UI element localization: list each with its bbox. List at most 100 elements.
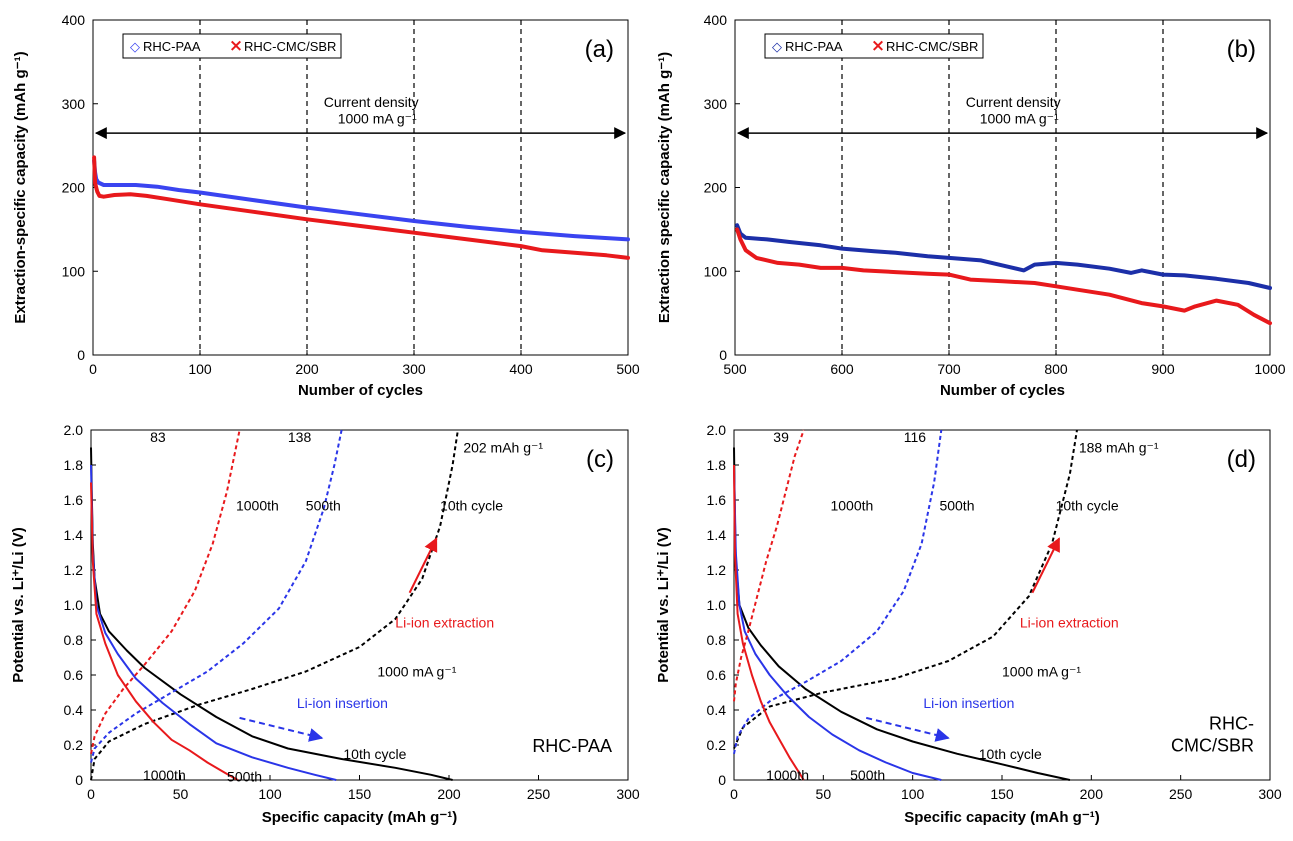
curve-annotation: 1000th <box>830 497 873 513</box>
legend-diamond-icon: ◇ <box>130 40 140 55</box>
x-tick-label: 0 <box>87 786 95 802</box>
curve-annotation: 500th <box>850 767 885 783</box>
y-tick-label: 400 <box>704 12 728 28</box>
x-tick-label: 250 <box>1169 786 1193 802</box>
curve-annotation: 1000 mA g⁻¹ <box>1002 664 1081 680</box>
curve-annotation: 202 mAh g⁻¹ <box>463 440 543 456</box>
sample-label: CMC/SBR <box>1171 735 1254 755</box>
x-tick-label: 200 <box>437 786 461 802</box>
series-line-rhc-paa <box>92 158 630 242</box>
y-tick-label: 0.8 <box>64 632 84 648</box>
x-axis-title: Specific capacity (mAh g⁻¹) <box>262 809 457 826</box>
legend-box <box>122 33 342 59</box>
plot-frame <box>733 429 1271 781</box>
y-tick-label: 0.6 <box>64 667 84 683</box>
y-tick-label: 0.8 <box>707 632 727 648</box>
legend-label: RHC-CMC/SBR <box>886 39 978 54</box>
y-tick-label: 1.8 <box>64 457 84 473</box>
y-tick-label: 1.2 <box>64 562 84 578</box>
y-tick-label: 300 <box>704 96 728 112</box>
curve-annotation: 39 <box>773 429 789 445</box>
y-tick-label: 0 <box>75 772 83 788</box>
y-tick-label: 400 <box>62 12 86 28</box>
legend-label: RHC-PAA <box>785 39 843 54</box>
y-tick-label: 0.4 <box>707 702 727 718</box>
curve-annotation: 10th cycle <box>343 746 406 762</box>
curve-annotation: 1000th <box>143 767 186 783</box>
x-tick-label: 100 <box>901 786 925 802</box>
curve-annotation: 10th cycle <box>979 746 1042 762</box>
y-tick-label: 2.0 <box>707 422 727 438</box>
x-tick-label: 100 <box>258 786 282 802</box>
y-tick-label: 100 <box>62 263 86 279</box>
y-tick-label: 2.0 <box>64 422 84 438</box>
curve-1000th-insertion <box>90 482 239 781</box>
y-tick-label: 1.0 <box>64 597 84 613</box>
curve-1000th-extraction <box>733 429 805 702</box>
y-tick-label: 0.4 <box>64 702 84 718</box>
y-tick-label: 0.2 <box>707 737 727 753</box>
x-tick-label: 300 <box>402 361 426 377</box>
y-tick-label: 200 <box>704 180 728 196</box>
panel-a: 0 100 200 300 400 500 0 100 200 300 400 Number of c… <box>12 12 640 399</box>
y-tick-label: 1.8 <box>707 457 727 473</box>
y-tick-label: 100 <box>704 263 728 279</box>
curve-annotation: 1000th <box>766 767 809 783</box>
y-tick-label: 300 <box>62 96 86 112</box>
extraction-arrow <box>1031 537 1061 594</box>
legend-box <box>764 33 984 59</box>
sample-label: RHC-PAA <box>532 736 612 756</box>
curve-annotation: 1000 mA g⁻¹ <box>377 664 456 680</box>
x-tick-label: 400 <box>509 361 533 377</box>
curve-1000th-extraction <box>90 429 241 755</box>
x-tick-label: 50 <box>816 786 832 802</box>
curve-annotation: 500th <box>306 497 341 513</box>
y-axis-title: Extraction-specific capacity (mAh g⁻¹) <box>12 51 29 323</box>
curve-annotation: 10th cycle <box>1056 497 1119 513</box>
y-tick-label: 1.2 <box>707 562 727 578</box>
insertion-arrow <box>239 716 324 742</box>
x-tick-label: 200 <box>295 361 319 377</box>
legend-cross-icon: × <box>229 36 243 56</box>
sample-label: RHC- <box>1209 713 1254 733</box>
legend-label: RHC-PAA <box>143 39 201 54</box>
x-tick-label: 100 <box>188 361 212 377</box>
curve-annotation: 138 <box>288 429 312 445</box>
x-axis-title: Specific capacity (mAh g⁻¹) <box>904 809 1099 826</box>
curve-annotation: 500th <box>227 769 262 785</box>
panel-c: 0 50 100 150 200 250 300 0 0.2 0.4 0.6 0.8 1.0 1.2 1.4… <box>10 422 640 826</box>
x-tick-label: 900 <box>1151 361 1175 377</box>
x-tick-label: 600 <box>830 361 854 377</box>
x-axis-title: Number of cycles <box>940 382 1065 399</box>
current-density-value: 1000 mA g⁻¹ <box>980 111 1059 127</box>
x-tick-label: 300 <box>616 786 640 802</box>
x-tick-label: 500 <box>723 361 747 377</box>
insertion-label: Li-ion insertion <box>923 695 1014 711</box>
curve-annotation: 500th <box>939 497 974 513</box>
extraction-arrow <box>408 537 438 594</box>
current-density-value: 1000 mA g⁻¹ <box>338 111 417 127</box>
series-line-rhc-paa <box>735 223 1272 290</box>
y-tick-label: 1.6 <box>707 492 727 508</box>
series-line-rhc-cmc-sbr <box>92 155 630 260</box>
y-axis-title: Extraction specific capacity (mAh g⁻¹) <box>656 52 673 323</box>
extraction-label: Li-ion extraction <box>395 615 494 631</box>
plot-frame <box>90 429 629 781</box>
y-axis-title: Potential vs. Li⁺/Li (V) <box>655 527 672 682</box>
x-tick-label: 0 <box>89 361 97 377</box>
x-tick-label: 50 <box>173 786 189 802</box>
extraction-label: Li-ion extraction <box>1020 615 1119 631</box>
y-tick-label: 0 <box>718 772 726 788</box>
panel-label: (c) <box>586 446 614 473</box>
x-tick-label: 1000 <box>1254 361 1285 377</box>
insertion-arrow <box>865 716 950 742</box>
curve-annotation: 188 mAh g⁻¹ <box>1079 440 1159 456</box>
legend-diamond-icon: ◇ <box>772 40 782 55</box>
curve-annotation: 83 <box>150 429 166 445</box>
y-axis-title: Potential vs. Li⁺/Li (V) <box>10 527 27 682</box>
y-tick-label: 1.4 <box>64 527 84 543</box>
x-tick-label: 250 <box>527 786 551 802</box>
x-tick-label: 500 <box>616 361 640 377</box>
curve-500th-extraction <box>733 429 943 755</box>
panel-label: (d) <box>1227 446 1256 473</box>
